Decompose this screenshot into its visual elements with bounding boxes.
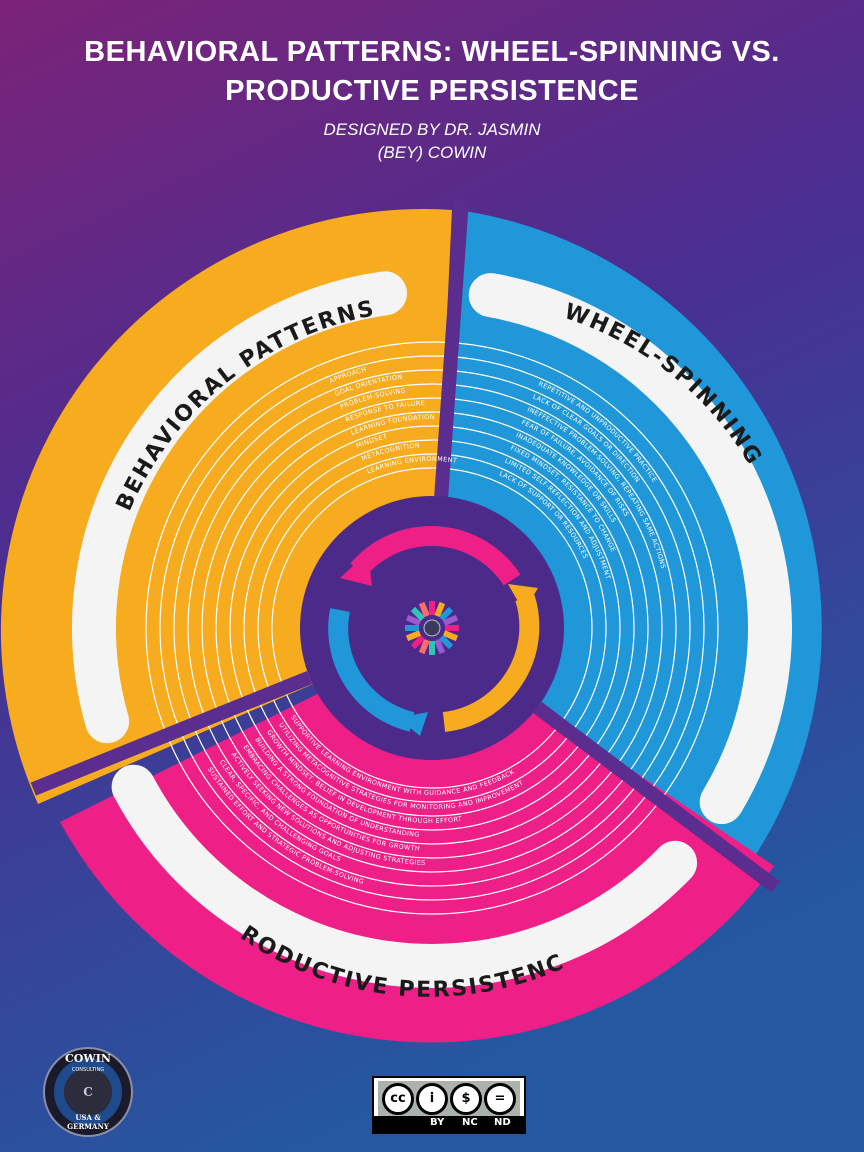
ring-line — [159, 355, 705, 901]
title-line-1: BEHAVIORAL PATTERNS: WHEEL-SPINNING VS. — [84, 36, 780, 68]
divider-right — [533, 701, 780, 893]
gear-tooth — [410, 635, 425, 650]
center-gear-icon — [405, 601, 459, 655]
subtitle-line-2: (BEY) COWIN — [377, 143, 487, 162]
gear-tooth — [439, 635, 454, 650]
cycle-arrows — [328, 526, 540, 736]
concentric-rings — [30, 198, 780, 915]
gear-tooth — [418, 638, 430, 655]
svg-text:GERMANY: GERMANY — [67, 1122, 110, 1131]
gear-tooth — [405, 625, 419, 631]
creative-commons-badge: cc i $ = BY NC ND — [372, 1076, 526, 1134]
gear-tooth — [434, 601, 446, 618]
gear-tooth — [405, 630, 422, 642]
gear-tooth — [405, 614, 422, 626]
nc-icon: $ — [450, 1083, 482, 1115]
gear-tooth — [418, 601, 430, 618]
ring-line — [243, 439, 621, 817]
cc-nc-label: NC — [462, 1117, 478, 1128]
ring-line — [187, 383, 677, 873]
ring-line — [145, 341, 719, 915]
divider-left — [30, 670, 313, 796]
svg-text:C: C — [83, 1085, 93, 1099]
gear-tooth — [410, 606, 425, 621]
cc-by-label: BY — [430, 1117, 445, 1128]
nd-icon: = — [484, 1083, 516, 1115]
cowin-consulting-logo: C COWIN CONSULTING USA & GERMANY — [43, 1047, 133, 1137]
subtitle-line-1: DESIGNED BY DR. JASMIN — [323, 120, 541, 139]
svg-text:CONSULTING: CONSULTING — [72, 1067, 104, 1073]
gear-tooth — [439, 606, 454, 621]
title-line-2: PRODUCTIVE PERSISTENCE — [225, 75, 639, 107]
gear-tooth — [445, 625, 459, 631]
band-wheel-spinning — [468, 273, 793, 825]
gear-tooth — [442, 630, 459, 642]
cc-icon: cc — [382, 1083, 414, 1115]
svg-text:USA &: USA & — [75, 1113, 101, 1122]
svg-text:COWIN: COWIN — [65, 1052, 111, 1065]
ring-line — [173, 369, 691, 887]
band-behavioral — [72, 271, 407, 744]
ring-line — [201, 397, 663, 859]
label-bands — [72, 271, 793, 988]
cc-nd-label: ND — [494, 1117, 511, 1128]
band-productive — [111, 764, 698, 988]
gear-hub — [423, 619, 441, 637]
ring-line — [215, 411, 649, 845]
by-icon: i — [416, 1083, 448, 1115]
gear-tooth — [429, 601, 435, 615]
gear-tooth — [442, 614, 459, 626]
ring-line — [229, 425, 635, 831]
gear-tooth — [434, 638, 446, 655]
ring-line — [271, 467, 593, 789]
divider-top — [434, 198, 469, 497]
ring-line — [257, 453, 607, 803]
gear-tooth — [429, 641, 435, 655]
